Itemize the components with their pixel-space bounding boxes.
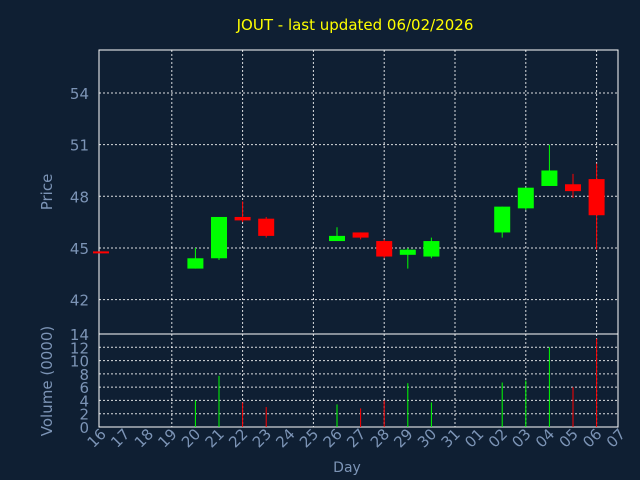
x-tick-label: 21 (202, 425, 228, 451)
candle-body (329, 235, 345, 242)
x-axis: 1617181920212223242526272829303101020304… (84, 425, 629, 451)
volume-tick-label: 0 (79, 419, 89, 437)
x-tick-label: 28 (367, 425, 393, 451)
price-tick-label: 42 (70, 292, 89, 310)
x-tick-label: 24 (272, 425, 298, 451)
x-tick-label: 31 (438, 425, 464, 451)
x-tick-label: 07 (603, 425, 629, 451)
candle-body (423, 241, 440, 257)
x-tick-label: 26 (320, 425, 346, 451)
volume-axis-label: Volume (0000) (38, 326, 56, 436)
candle-body (93, 251, 109, 254)
x-tick-label: 04 (532, 425, 558, 451)
price-tick-label: 51 (70, 137, 89, 155)
price-panel: 42 45 48 51 54 (70, 49, 619, 335)
candle-body (517, 187, 534, 209)
x-axis-label: Day (333, 460, 361, 476)
x-tick-label: 18 (131, 425, 157, 451)
candle-body (494, 206, 511, 233)
volume-tick-label: 12 (70, 339, 89, 357)
volume-tick-label: 4 (79, 392, 89, 410)
x-tick-label: 01 (461, 425, 487, 451)
volume-tick-label: 6 (79, 379, 89, 397)
x-tick-label: 20 (178, 425, 204, 451)
x-tick-label: 19 (154, 425, 180, 451)
candle-body (565, 184, 581, 192)
x-tick-label: 25 (296, 425, 322, 451)
x-tick-label: 05 (556, 425, 582, 451)
chart-title: JOUT - last updated 06/02/2026 (236, 16, 474, 34)
candle-body (376, 241, 393, 257)
candle-body (399, 249, 416, 255)
x-tick-label: 23 (249, 425, 275, 451)
candle-body (588, 179, 605, 216)
candle-body (211, 216, 227, 259)
x-tick-label: 29 (390, 425, 416, 451)
candle-body (258, 218, 275, 236)
candle-body (541, 170, 558, 186)
volume-tick-label: 14 (70, 326, 89, 344)
candle-body (234, 216, 251, 221)
volume-tick-label: 2 (79, 406, 89, 424)
x-tick-label: 03 (508, 425, 534, 451)
x-tick-label: 06 (579, 425, 605, 451)
price-axis-label: Price (38, 174, 56, 211)
price-tick-label: 48 (70, 188, 89, 206)
volume-plot-frame (98, 333, 619, 428)
x-tick-label: 02 (485, 425, 511, 451)
x-tick-label: 27 (343, 425, 369, 451)
price-tick-label: 54 (70, 85, 89, 103)
candle-body (187, 258, 204, 269)
price-tick-label: 45 (70, 240, 89, 258)
x-tick-label: 22 (225, 425, 251, 451)
volume-tick-label: 8 (79, 366, 89, 384)
candle-body (352, 232, 369, 238)
x-tick-label: 17 (107, 425, 133, 451)
volume-tick-label: 10 (70, 353, 89, 371)
x-tick-label: 30 (414, 425, 440, 451)
